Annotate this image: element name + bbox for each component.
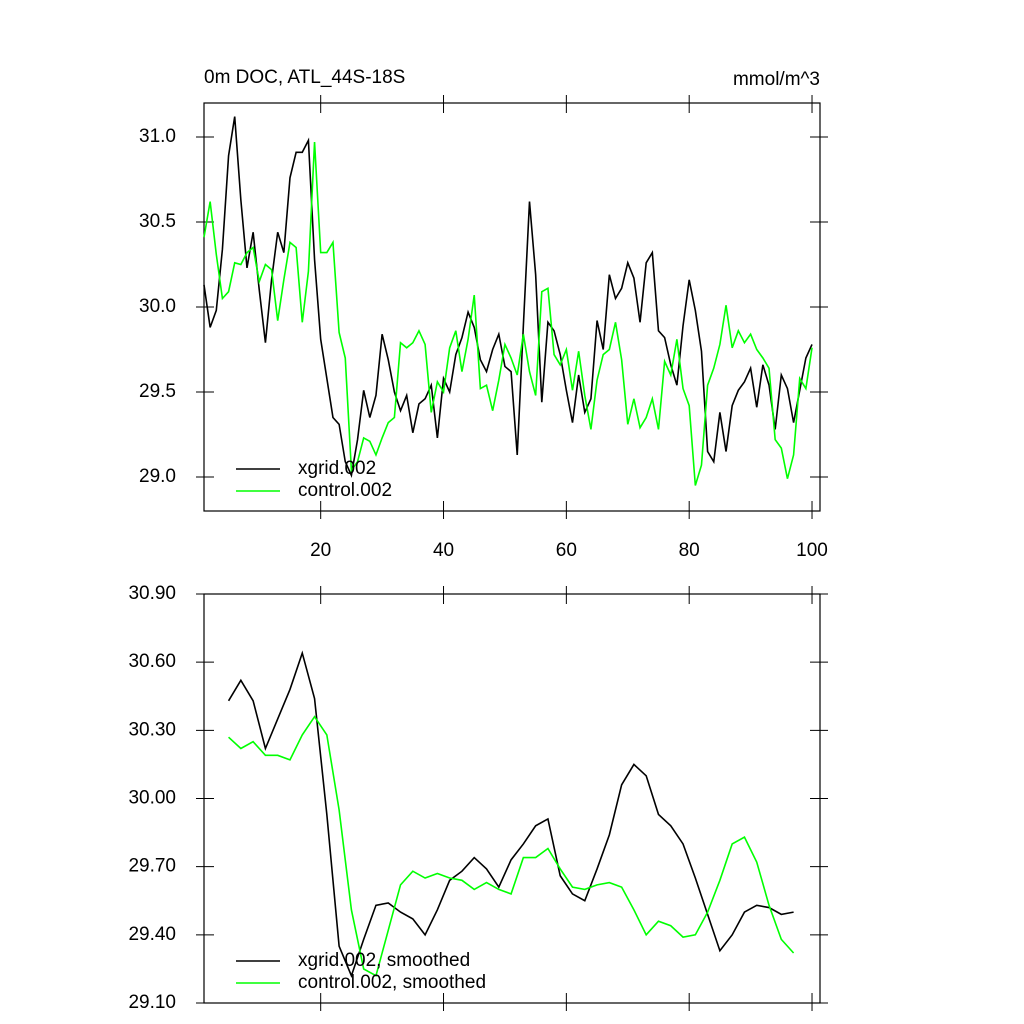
legend-label: xgrid.002 <box>298 458 376 479</box>
legend-label: xgrid.002, smoothed <box>298 950 470 971</box>
y-tick-label: 30.30 <box>128 719 176 740</box>
series-line <box>203 142 813 486</box>
legend-label: control.002, smoothed <box>298 972 486 993</box>
y-tick-label: 29.40 <box>128 924 176 945</box>
y-tick-label: 29.5 <box>139 381 176 402</box>
series-line <box>228 715 795 977</box>
legend-label: control.002 <box>298 480 392 501</box>
plot-frame <box>203 102 821 512</box>
series-line <box>227 650 794 978</box>
y-tick-label: 30.90 <box>128 583 176 604</box>
series-line <box>203 116 813 479</box>
y-tick-label: 31.0 <box>139 126 176 147</box>
units-label: mmol/m^3 <box>733 69 820 90</box>
x-tick-label: 60 <box>556 540 577 561</box>
y-tick-label: 30.60 <box>128 651 176 672</box>
x-tick-label: 40 <box>433 540 454 561</box>
y-tick-label: 30.5 <box>139 211 176 232</box>
x-tick-label: 80 <box>679 540 700 561</box>
x-tick-label: 100 <box>796 540 828 561</box>
y-tick-label: 29.10 <box>128 992 176 1013</box>
y-tick-label: 30.0 <box>139 296 176 317</box>
y-tick-label: 29.0 <box>139 466 176 487</box>
x-tick-label: 20 <box>310 540 331 561</box>
y-tick-label: 29.70 <box>128 856 176 877</box>
chart-title: 0m DOC, ATL_44S-18S <box>204 67 405 88</box>
y-tick-label: 30.00 <box>128 788 176 809</box>
